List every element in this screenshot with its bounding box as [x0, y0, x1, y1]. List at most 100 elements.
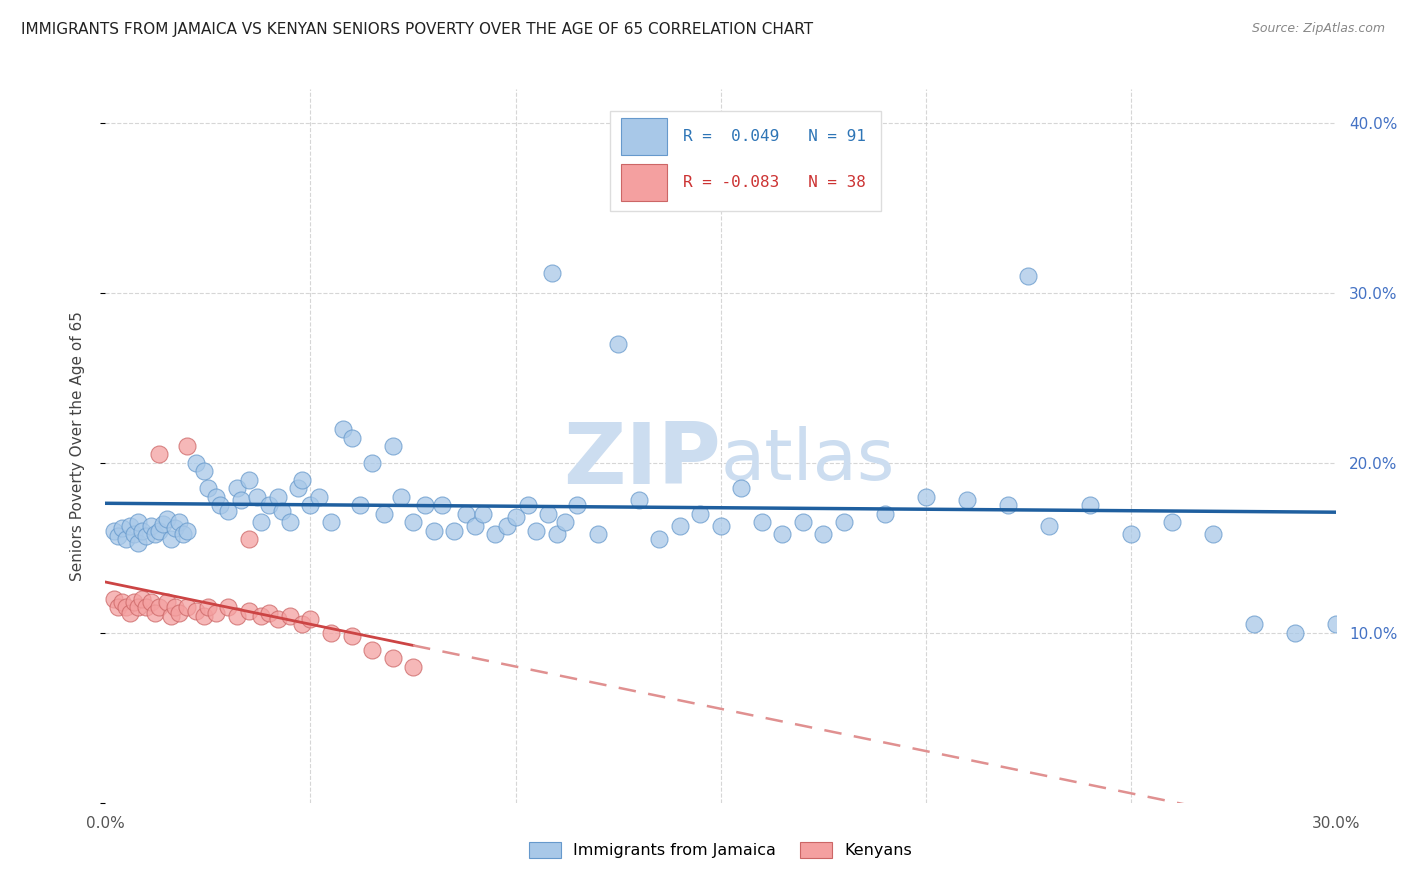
Point — [135, 600, 157, 615]
Point — [689, 507, 711, 521]
Point — [143, 527, 166, 541]
Point — [1243, 617, 1265, 632]
Point — [197, 600, 219, 615]
Point — [127, 600, 149, 615]
Point — [1324, 617, 1347, 632]
Point — [184, 604, 207, 618]
Point — [299, 499, 322, 513]
Point — [997, 499, 1019, 513]
Point — [1284, 626, 1306, 640]
Point — [546, 527, 568, 541]
Bar — [620, 118, 666, 154]
Point — [267, 490, 290, 504]
Point — [115, 600, 138, 615]
Point — [111, 520, 134, 534]
Point — [299, 612, 322, 626]
Point — [832, 516, 855, 530]
Point — [122, 527, 145, 541]
Point — [259, 499, 281, 513]
Point — [516, 499, 538, 513]
Point — [250, 608, 273, 623]
Point — [1038, 519, 1060, 533]
Point — [565, 499, 588, 513]
Point — [319, 626, 342, 640]
Point — [586, 527, 609, 541]
Point — [205, 606, 228, 620]
Point — [148, 448, 170, 462]
Point — [229, 493, 252, 508]
Point — [120, 606, 141, 620]
Point — [278, 516, 301, 530]
Bar — [620, 163, 666, 201]
Point — [169, 516, 191, 530]
Point — [267, 612, 290, 626]
Point — [160, 533, 183, 547]
Point — [246, 490, 269, 504]
Point — [250, 516, 273, 530]
Point — [209, 499, 232, 513]
Point — [176, 524, 198, 538]
Point — [361, 456, 384, 470]
Point — [270, 503, 292, 517]
Point — [238, 473, 260, 487]
Point — [103, 524, 125, 538]
Point — [464, 519, 486, 533]
Point — [139, 595, 162, 609]
Point — [193, 608, 215, 623]
Point — [197, 482, 219, 496]
Point — [607, 337, 630, 351]
Point — [115, 533, 138, 547]
Point — [143, 606, 166, 620]
Point — [218, 600, 240, 615]
Point — [471, 507, 494, 521]
Point — [291, 473, 314, 487]
Point — [381, 439, 404, 453]
Point — [131, 591, 153, 606]
Y-axis label: Seniors Poverty Over the Age of 65: Seniors Poverty Over the Age of 65 — [70, 311, 84, 581]
Point — [627, 493, 650, 508]
Point — [176, 439, 198, 453]
Point — [205, 490, 228, 504]
Point — [169, 606, 191, 620]
Point — [135, 529, 157, 543]
Point — [193, 465, 215, 479]
Point — [456, 507, 478, 521]
Point — [308, 490, 330, 504]
Point — [349, 499, 371, 513]
Point — [770, 527, 793, 541]
Point — [402, 660, 425, 674]
Point — [422, 524, 444, 538]
Point — [1160, 516, 1182, 530]
Point — [156, 512, 179, 526]
Point — [496, 519, 519, 533]
Point — [914, 490, 936, 504]
Point — [127, 516, 149, 530]
Point — [541, 266, 564, 280]
Point — [148, 524, 170, 538]
Point — [148, 600, 170, 615]
Point — [287, 482, 309, 496]
Point — [792, 516, 814, 530]
Point — [537, 507, 560, 521]
Point — [389, 490, 412, 504]
Point — [956, 493, 979, 508]
Point — [554, 516, 576, 530]
Point — [225, 608, 247, 623]
Point — [238, 604, 260, 618]
Point — [172, 527, 194, 541]
Point — [1078, 499, 1101, 513]
Point — [730, 482, 752, 496]
Point — [218, 503, 240, 517]
Point — [176, 600, 198, 615]
Point — [1119, 527, 1142, 541]
Point — [139, 519, 162, 533]
Point — [225, 482, 247, 496]
Point — [238, 533, 260, 547]
Text: ZIP: ZIP — [562, 418, 721, 502]
Point — [152, 517, 174, 532]
Point — [122, 595, 145, 609]
Point — [443, 524, 465, 538]
Point — [156, 595, 179, 609]
Point — [373, 507, 395, 521]
Point — [278, 608, 301, 623]
